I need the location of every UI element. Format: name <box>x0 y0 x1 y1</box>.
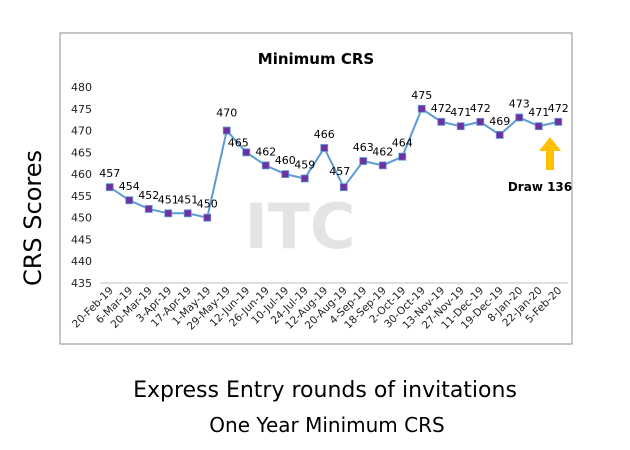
up-arrow-icon <box>539 137 561 170</box>
watermark: ITC <box>245 190 356 263</box>
data-point <box>125 196 134 205</box>
data-point <box>359 157 368 165</box>
watermark-text: ITC <box>245 190 356 263</box>
y-axis-ticks: 435 440 445 450 455 460 465 470 475 480 <box>71 81 92 290</box>
data-label: 472 <box>548 102 569 115</box>
x-axis-sublabel: One Year Minimum CRS <box>209 413 444 437</box>
chart-title: Minimum CRS <box>258 50 374 68</box>
data-label: 457 <box>99 167 120 180</box>
data-label: 471 <box>528 106 549 119</box>
data-point <box>222 126 231 135</box>
data-label: 454 <box>119 180 140 193</box>
data-point <box>203 213 212 222</box>
y-tick-label: 440 <box>71 255 92 268</box>
data-label: 462 <box>255 145 276 158</box>
y-tick-label: 470 <box>71 125 92 138</box>
data-label: 452 <box>138 189 159 202</box>
data-label: 465 <box>228 136 249 149</box>
data-point <box>320 144 329 152</box>
data-point <box>417 104 426 113</box>
data-label: 469 <box>489 115 510 128</box>
data-point <box>339 183 348 192</box>
x-axis-label: Express Entry rounds of invitations <box>133 378 517 403</box>
data-point <box>476 117 485 126</box>
data-point <box>183 209 192 218</box>
data-label: 451 <box>177 193 198 206</box>
data-point <box>281 170 290 179</box>
data-label: 460 <box>275 154 296 167</box>
y-tick-label: 445 <box>71 233 92 246</box>
data-label: 464 <box>392 137 413 150</box>
data-point <box>261 161 270 170</box>
y-tick-label: 455 <box>71 190 92 203</box>
data-point <box>164 209 173 218</box>
data-label: 462 <box>372 145 393 158</box>
y-tick-label: 450 <box>71 212 92 225</box>
data-label: 459 <box>294 158 315 171</box>
y-tick-label: 475 <box>71 103 92 116</box>
data-point <box>398 152 407 161</box>
data-point <box>515 113 524 122</box>
data-label: 466 <box>314 128 335 141</box>
y-tick-label: 435 <box>71 277 92 290</box>
y-axis-label: CRS Scores <box>19 150 47 286</box>
series-markers <box>105 104 563 222</box>
annotation-text: Draw 136 <box>508 180 572 194</box>
y-tick-label: 480 <box>71 81 92 94</box>
data-label: 451 <box>158 193 179 206</box>
data-label: 463 <box>353 141 374 154</box>
data-point <box>554 117 563 126</box>
data-label: 470 <box>216 107 237 120</box>
data-point <box>144 205 153 213</box>
y-tick-label: 460 <box>71 168 92 181</box>
data-label: 450 <box>197 198 218 211</box>
data-point <box>105 183 114 192</box>
chart-area <box>59 32 573 345</box>
data-label: 473 <box>509 97 530 110</box>
data-point <box>534 122 543 131</box>
y-tick-label: 465 <box>71 146 92 159</box>
data-label: 475 <box>411 89 432 102</box>
data-point <box>437 117 446 126</box>
data-point <box>378 161 387 170</box>
data-label: 472 <box>431 102 452 115</box>
data-label: 471 <box>450 106 471 119</box>
data-point <box>495 131 504 139</box>
data-point <box>242 148 251 157</box>
data-point <box>456 122 465 131</box>
data-labels: 4574544524514514504704654624604594664574… <box>99 89 569 211</box>
data-label: 457 <box>329 165 350 178</box>
data-label: 472 <box>470 102 491 115</box>
data-point <box>300 174 309 183</box>
annotation: Draw 136 <box>508 137 572 194</box>
